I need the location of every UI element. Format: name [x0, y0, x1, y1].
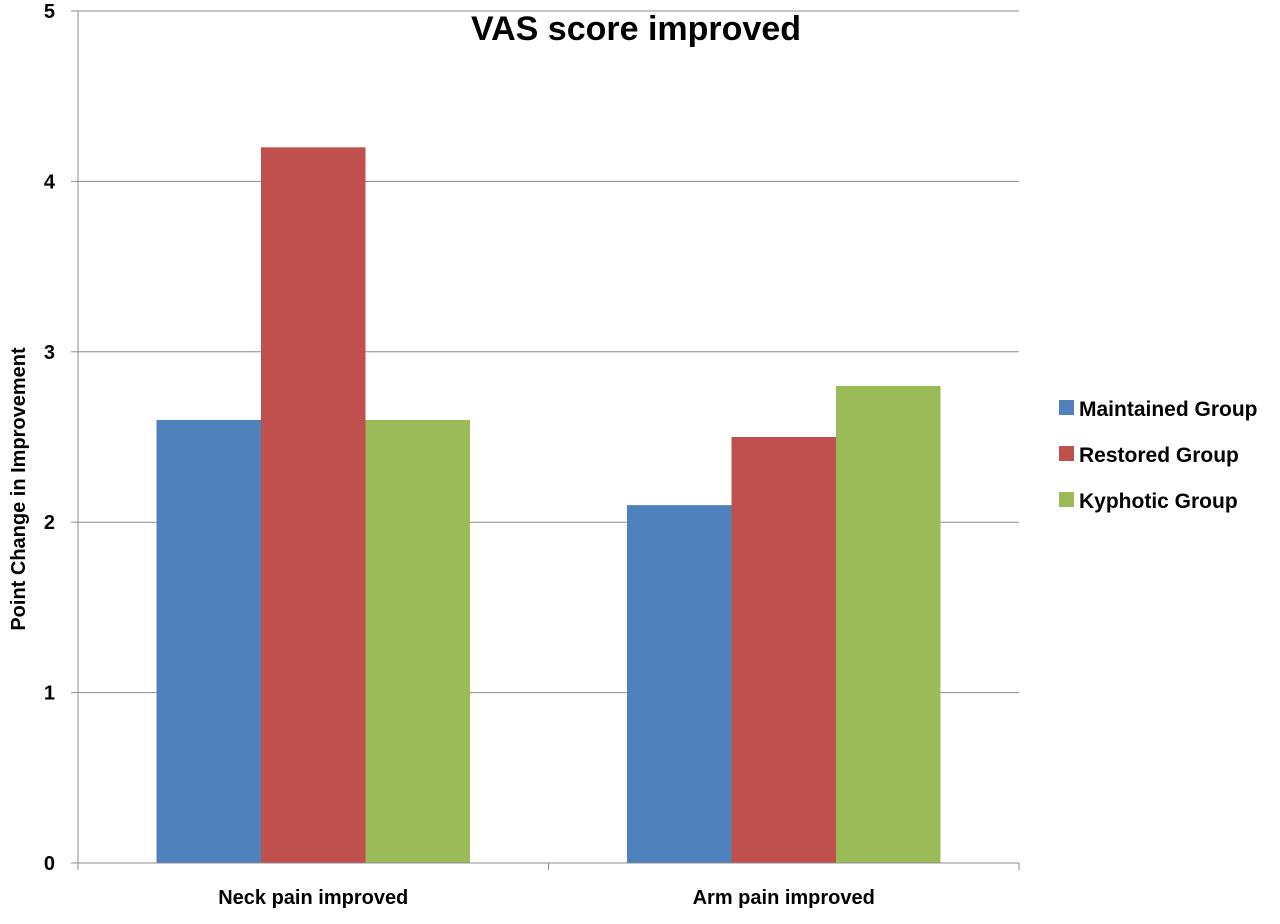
legend-label: Restored Group	[1079, 444, 1239, 467]
x-tick-label: Arm pain improved	[693, 887, 875, 909]
y-tick-label: 1	[44, 683, 55, 705]
bar	[156, 419, 261, 863]
legend-swatch	[1059, 400, 1074, 415]
y-tick-label: 5	[44, 1, 55, 23]
legend-label: Maintained Group	[1079, 398, 1258, 421]
y-tick-label: 3	[44, 342, 55, 364]
axes: 0 1 2 3 4 5 Neck pain improved Arm pain improve…	[44, 1, 1020, 909]
legend-label: Kyphotic Group	[1079, 490, 1238, 513]
bars	[156, 147, 941, 863]
bar	[731, 437, 836, 863]
legend-swatch	[1059, 492, 1074, 507]
y-tick-label: 0	[44, 853, 55, 875]
legend-swatch	[1059, 446, 1074, 461]
y-tick-label: 2	[44, 512, 55, 534]
bar	[836, 385, 941, 863]
chart-title: VAS score improved	[471, 10, 801, 48]
x-tick-label: Neck pain improved	[218, 887, 408, 909]
y-axis-title: Point Change in Improvement	[8, 347, 30, 631]
legend: Maintained Group Restored Group Kyphotic G…	[1059, 398, 1258, 513]
y-tick-label: 4	[44, 171, 56, 193]
bar	[261, 147, 366, 863]
bar	[365, 419, 470, 863]
bar	[627, 505, 732, 863]
